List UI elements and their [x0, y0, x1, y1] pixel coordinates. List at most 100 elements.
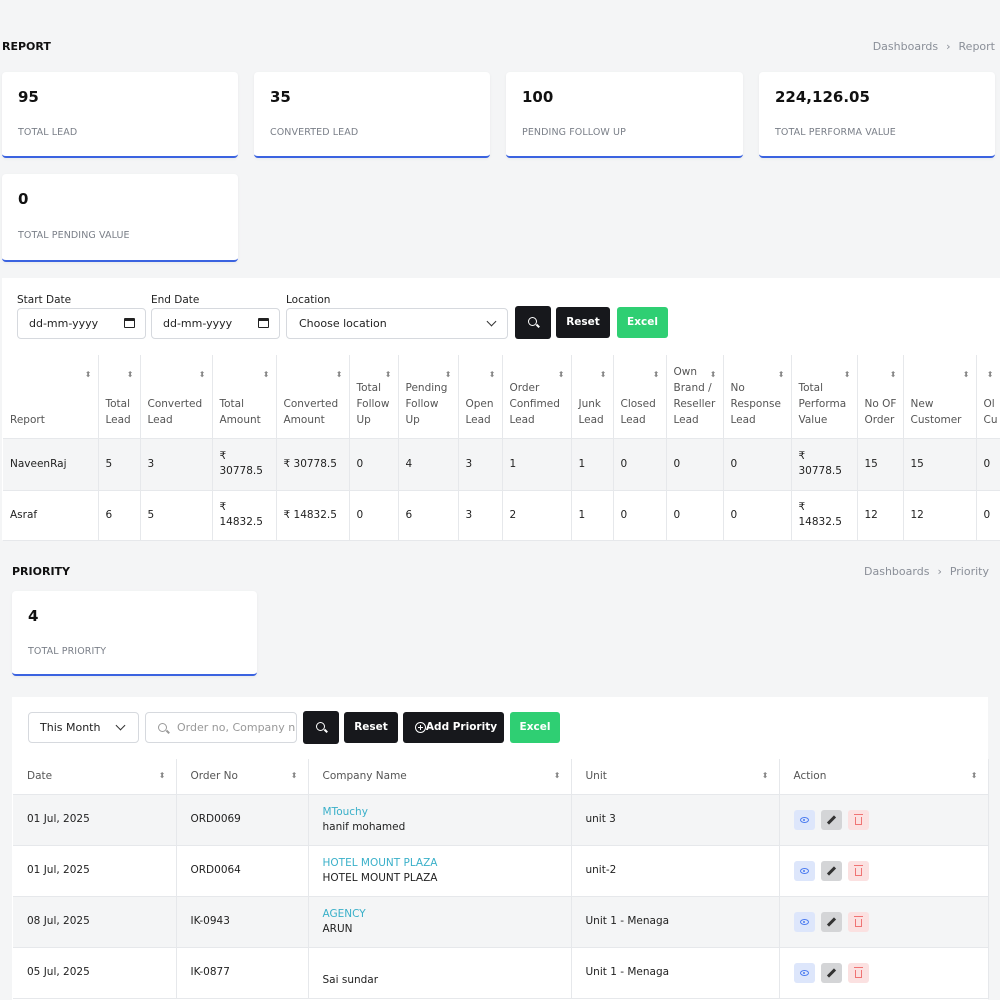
company-link[interactable]: HOTEL MOUNT PLAZA — [322, 856, 438, 869]
table-cell: 0 — [723, 490, 792, 541]
priority-reset-button[interactable]: Reset — [344, 712, 398, 743]
table-row: Asraf 6 5 ₹ 14832.5 ₹ 14832.5 0 6 3 2 1 0 0 0 ₹ 14832… — [3, 490, 1000, 541]
priority-search-button[interactable] — [303, 711, 339, 744]
company-link[interactable]: AGENCY — [322, 907, 366, 920]
edit-button[interactable] — [820, 809, 842, 830]
reset-button[interactable]: Reset — [556, 307, 610, 338]
edit-button[interactable] — [820, 962, 842, 983]
start-date-input[interactable]: dd-mm-yyyy — [17, 308, 146, 339]
breadcrumb-dashboards[interactable]: Dashboards — [864, 565, 930, 578]
sort-icon[interactable]: ⬍ — [709, 370, 717, 379]
period-select[interactable]: This Month — [28, 712, 139, 743]
table-cell: NaveenRaj — [3, 438, 99, 491]
sort-icon[interactable]: ⬍ — [384, 370, 392, 379]
date-cell: 08 Jul, 2025 — [13, 896, 177, 948]
eye-icon — [799, 867, 809, 874]
sort-icon[interactable]: ⬍ — [962, 370, 970, 379]
column-label: Converted Lead — [147, 397, 203, 426]
report-column-header[interactable]: ⬍ Own Brand / Reseller Lead — [666, 355, 724, 439]
search-input[interactable]: Order no, Company n — [145, 712, 297, 743]
priority-table: Date ⬍ Order No ⬍ Company Name ⬍ Unit ⬍ Action ⬍ … — [13, 759, 989, 999]
view-button[interactable] — [793, 962, 815, 983]
report-column-header[interactable]: ⬍ Order Confimed Lead — [502, 355, 572, 439]
column-label: Total Lead — [105, 397, 131, 426]
column-label: Order Confimed Lead — [509, 381, 560, 426]
sort-icon[interactable]: ⬍ — [599, 370, 607, 379]
priority-excel-button[interactable]: Excel — [510, 712, 560, 743]
report-column-header[interactable]: ⬍ Junk Lead — [571, 355, 614, 439]
edit-button[interactable] — [820, 911, 842, 932]
delete-button[interactable] — [847, 962, 869, 983]
report-column-header[interactable]: ⬍ Report — [3, 355, 99, 439]
delete-button[interactable] — [847, 860, 869, 881]
sort-icon[interactable]: ⬍ — [335, 370, 343, 379]
view-button[interactable] — [793, 809, 815, 830]
sort-icon[interactable]: ⬍ — [444, 370, 452, 379]
search-icon — [316, 722, 327, 733]
end-date-input[interactable]: dd-mm-yyyy — [151, 308, 280, 339]
plus-circle-icon — [415, 722, 426, 733]
location-select[interactable]: Choose location — [286, 308, 508, 339]
stat-value: 224,126.05 — [775, 88, 870, 106]
report-column-header[interactable]: ⬍ Open Lead — [458, 355, 503, 439]
excel-button[interactable]: Excel — [617, 307, 668, 338]
report-column-header[interactable]: ⬍ No OF Order — [857, 355, 904, 439]
calendar-icon[interactable] — [258, 318, 269, 328]
eye-icon — [799, 816, 809, 823]
sort-icon[interactable]: ⬍ — [126, 370, 134, 379]
report-column-header[interactable]: ⬍ Converted Amount — [276, 355, 350, 439]
report-column-header[interactable]: ⬍ New Customer — [903, 355, 977, 439]
report-breadcrumb: Dashboards › Report — [872, 40, 995, 53]
priority-column-header[interactable]: Order No ⬍ — [176, 759, 309, 795]
report-table: ⬍ Report ⬍ Total Lead ⬍ Converted Lead ⬍ Total … — [3, 355, 1000, 541]
sort-icon[interactable]: ⬍ — [262, 370, 270, 379]
report-column-header[interactable]: ⬍ Ol Cu — [976, 355, 1000, 439]
report-column-header[interactable]: ⬍ No Response Lead — [723, 355, 792, 439]
sort-icon[interactable]: ⬍ — [198, 370, 206, 379]
company-link[interactable] — [323, 958, 557, 973]
view-button[interactable] — [793, 860, 815, 881]
sort-icon[interactable]: ⬍ — [290, 771, 298, 780]
end-date-placeholder: dd-mm-yyyy — [163, 317, 233, 330]
edit-button[interactable] — [820, 860, 842, 881]
report-column-header[interactable]: ⬍ Total Amount — [212, 355, 277, 439]
priority-title: PRIORITY — [12, 565, 71, 578]
table-cell: 12 — [857, 490, 904, 541]
delete-button[interactable] — [847, 809, 869, 830]
contact-name: ARUN — [322, 922, 353, 935]
company-link[interactable]: MTouchy — [322, 805, 368, 818]
report-column-header[interactable]: ⬍ Closed Lead — [613, 355, 667, 439]
report-column-header[interactable]: ⬍ Pending Follow Up — [398, 355, 459, 439]
breadcrumb-dashboards[interactable]: Dashboards — [872, 40, 939, 53]
breadcrumb-current: Priority — [949, 565, 989, 578]
sort-icon[interactable]: ⬍ — [970, 771, 978, 780]
trash-icon — [853, 915, 863, 927]
sort-icon[interactable]: ⬍ — [553, 771, 561, 780]
column-label: New Customer — [910, 397, 962, 426]
sort-icon[interactable]: ⬍ — [652, 370, 660, 379]
report-column-header[interactable]: ⬍ Total Lead — [98, 355, 141, 439]
sort-icon[interactable]: ⬍ — [986, 370, 994, 379]
report-column-header[interactable]: ⬍ Converted Lead — [140, 355, 213, 439]
column-label: No OF Order — [864, 397, 897, 426]
search-button[interactable] — [515, 306, 551, 339]
report-column-header[interactable]: ⬍ Total Follow Up — [349, 355, 399, 439]
priority-column-header[interactable]: Action ⬍ — [779, 759, 989, 795]
sort-icon[interactable]: ⬍ — [889, 370, 897, 379]
sort-icon[interactable]: ⬍ — [843, 370, 851, 379]
view-button[interactable] — [793, 911, 815, 932]
sort-icon[interactable]: ⬍ — [84, 370, 92, 379]
report-column-header[interactable]: ⬍ Total Performa Value — [791, 355, 858, 439]
priority-column-header[interactable]: Company Name ⬍ — [308, 759, 572, 795]
sort-icon[interactable]: ⬍ — [158, 771, 166, 780]
add-priority-button[interactable]: Add Priority — [403, 712, 504, 743]
stat-value: 100 — [522, 88, 554, 106]
calendar-icon[interactable] — [124, 318, 135, 328]
sort-icon[interactable]: ⬍ — [761, 771, 769, 780]
sort-icon[interactable]: ⬍ — [777, 370, 785, 379]
sort-icon[interactable]: ⬍ — [557, 370, 565, 379]
priority-column-header[interactable]: Date ⬍ — [13, 759, 177, 795]
priority-column-header[interactable]: Unit ⬍ — [571, 759, 780, 795]
delete-button[interactable] — [847, 911, 869, 932]
sort-icon[interactable]: ⬍ — [488, 370, 496, 379]
